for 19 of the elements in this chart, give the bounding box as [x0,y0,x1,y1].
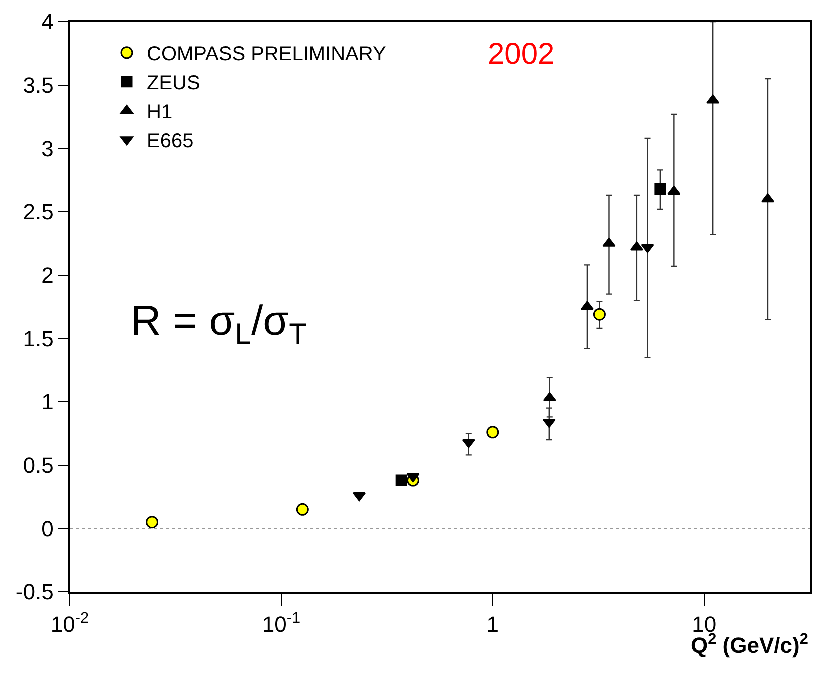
x-tick-label: 1 [486,612,500,638]
annotation: 2002 [488,38,555,71]
y-tick-label: 0.5 [23,453,54,478]
annotation: R = σ$_{L}$/σ$_{T}$ [131,297,308,351]
y-tick-label: 2 [42,263,54,288]
y-tick-label: 0 [42,516,54,542]
y-tick-label: 3 [42,136,54,162]
y-tick-label: 1 [42,390,54,415]
legend-label: COMPASS PRELIMINARY [147,44,386,66]
legend-label: E665 [147,130,194,153]
y-tick-label: 4 [42,10,54,35]
legend-label: ZEUS [147,72,200,95]
y-tick-label: 3.5 [23,73,54,98]
y-tick-label: 1.5 [23,326,54,352]
x-tick-label: 10$^{-1}$ [262,610,301,638]
legend-label: H1 [147,102,173,124]
y-tick-label: -0.5 [16,580,54,605]
x-tick-label: 10$^{-2}$ [50,610,90,638]
y-tick-label: 2.5 [23,200,54,225]
